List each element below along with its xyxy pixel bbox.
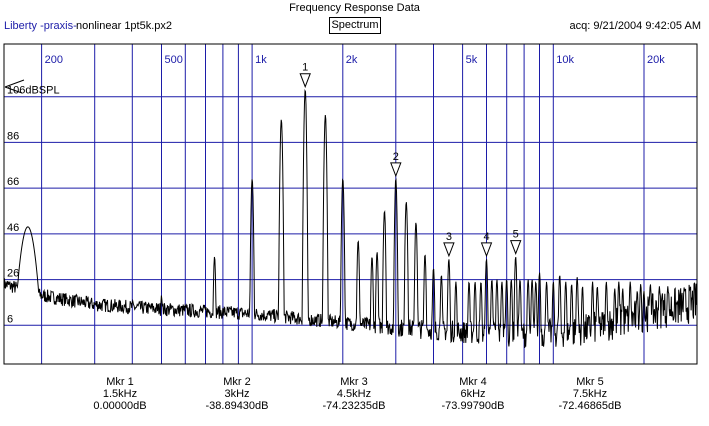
marker-readout-freq: 4.5kHz <box>336 388 372 400</box>
marker-readout-value: -38.89430dB <box>205 400 269 412</box>
marker-label: 5 <box>513 229 519 241</box>
marker-5: 5 <box>509 229 522 255</box>
marker-readout-freq: 3kHz <box>224 388 250 400</box>
marker-readout-label: Mkr 2 <box>223 376 251 388</box>
marker-1: 1 <box>299 62 311 89</box>
app-name: Liberty -praxis- <box>4 20 77 32</box>
x-tick-label: 2k <box>346 54 358 66</box>
y-tick-label: 6 <box>7 313 13 325</box>
y-tick-label: 106dBSPL <box>7 85 60 97</box>
x-tick-label: 1k <box>255 54 267 66</box>
marker-readout-label: Mkr 4 <box>459 376 487 388</box>
marker-readout-label: Mkr 3 <box>340 376 368 388</box>
spectrum-button[interactable]: Spectrum <box>329 17 381 34</box>
marker-triangle <box>299 73 311 89</box>
marker-2: 2 <box>390 151 402 178</box>
spectrum-trace <box>3 89 698 349</box>
marker-triangle <box>509 240 522 255</box>
y-tick-label: 86 <box>7 130 19 142</box>
marker-readout-freq: 6kHz <box>460 388 486 400</box>
chart-title: Frequency Response Data <box>289 2 420 14</box>
x-tick-label: 5k <box>466 54 478 66</box>
marker-readout-freq: 7.5kHz <box>572 388 608 400</box>
marker-readout: Mkr 4 6kHz -73.99790dB <box>413 376 533 412</box>
reference-level-flag <box>4 79 25 94</box>
marker-readout: Mkr 2 3kHz -38.89430dB <box>177 376 297 412</box>
x-tick-label: 500 <box>165 54 183 66</box>
marker-3: 3 <box>443 231 455 258</box>
marker-label: 3 <box>446 231 452 243</box>
marker-triangle <box>390 162 402 178</box>
marker-readout: Mkr 5 7.5kHz -72.46865dB <box>530 376 650 412</box>
marker-4: 4 <box>480 231 493 258</box>
axis-labels: 200 500 1k 2k 5k 10k 20k 106dBSPL 86 66 46 26 6 <box>4 54 665 325</box>
marker-readout-freq: 1.5kHz <box>102 388 138 400</box>
marker-label: 4 <box>483 231 489 243</box>
marker-readout: Mkr 1 1.5kHz 0.00000dB <box>60 376 180 412</box>
x-tick-label: 20k <box>647 54 665 66</box>
marker-readout-value: 0.00000dB <box>93 400 147 412</box>
chart-grid <box>4 44 697 364</box>
plot-frame <box>3 43 698 365</box>
marker-label: 1 <box>302 62 308 74</box>
spectrum-line <box>3 89 698 349</box>
marker-readout-label: Mkr 1 <box>106 376 134 388</box>
marker-readout-label: Mkr 5 <box>576 376 604 388</box>
marker-triangle <box>480 242 493 258</box>
marker-readout-value: -73.99790dB <box>441 400 505 412</box>
file-name: nonlinear 1pt5k.px2 <box>76 20 173 32</box>
marker-label: 2 <box>393 151 399 163</box>
y-tick-label: 46 <box>7 222 19 234</box>
x-tick-label: 10k <box>556 54 574 66</box>
x-tick-label: 200 <box>45 54 63 66</box>
acquisition-timestamp: acq: 9/21/2004 9:42:05 AM <box>569 20 702 32</box>
marker-triangle <box>443 242 455 258</box>
marker-readout-value: -72.46865dB <box>558 400 622 412</box>
y-tick-label: 26 <box>7 268 19 280</box>
marker-readout: Mkr 3 4.5kHz -74.23235dB <box>294 376 414 412</box>
marker-flags: 1 2 3 4 5 <box>299 62 522 258</box>
marker-readout-value: -74.23235dB <box>322 400 386 412</box>
y-tick-label: 66 <box>7 176 19 188</box>
